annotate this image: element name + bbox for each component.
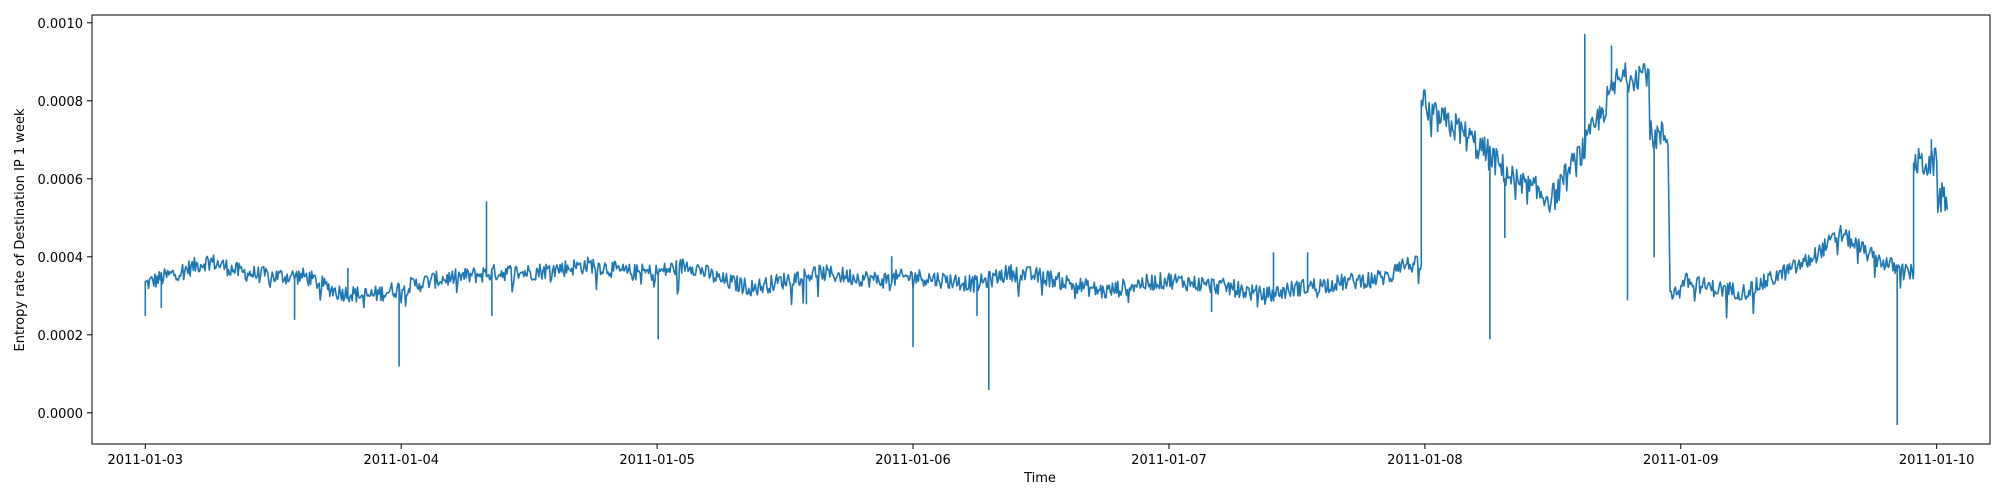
y-tick-label: 0.0004 — [38, 251, 84, 266]
plot-area — [91, 14, 1991, 445]
y-tick-label: 0.0000 — [38, 407, 84, 422]
y-tick-label: 0.0006 — [38, 173, 84, 188]
series-line — [144, 33, 1949, 426]
x-tick-label: 2011-01-04 — [363, 453, 439, 468]
x-tick-label: 2011-01-09 — [1643, 453, 1719, 468]
x-tick-label: 2011-01-08 — [1387, 453, 1463, 468]
series-line-group — [144, 33, 1949, 426]
y-axis: 0.0000 0.0002 0.0004 0.0006 0.0008 0.0010 — [38, 17, 92, 422]
y-axis-label: Entropy rate of Destination IP 1 week — [13, 108, 28, 351]
x-axis: 2011-01-03 2011-01-04 2011-01-05 2011-01-06… — [108, 444, 1975, 468]
x-tick-label: 2011-01-03 — [108, 453, 184, 468]
x-tick-label: 2011-01-05 — [619, 453, 695, 468]
y-tick-label: 0.0002 — [38, 329, 84, 344]
x-tick-label: 2011-01-07 — [1131, 453, 1207, 468]
x-axis-label: Time — [1023, 471, 1056, 486]
y-tick-label: 0.0010 — [38, 17, 84, 32]
x-tick-label: 2011-01-06 — [875, 453, 951, 468]
y-tick-label: 0.0008 — [38, 95, 84, 110]
x-tick-label: 2011-01-10 — [1899, 453, 1975, 468]
